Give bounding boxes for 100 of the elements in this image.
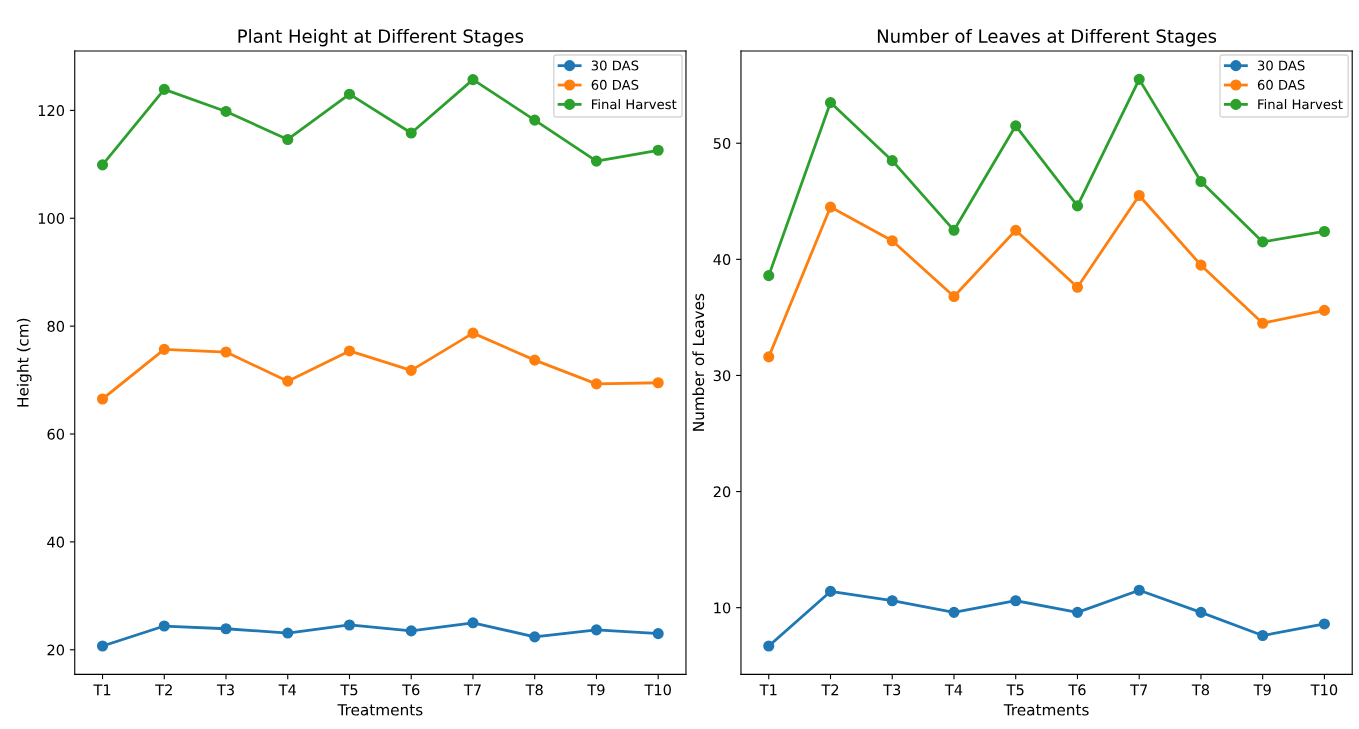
point [220,623,232,635]
point [1010,224,1022,236]
point [282,133,294,146]
y-tick-label: 50 [713,137,731,149]
point [590,378,603,390]
point [763,640,775,652]
y-tick-label: 30 [713,370,731,382]
point [652,144,664,156]
point [220,346,232,358]
y-axis-title: Number of Leaves [692,293,705,431]
point [824,585,837,597]
x-tick-label: T5 [1006,684,1024,696]
x-tick-label: T4 [278,684,297,696]
point [158,343,170,355]
x-tick-label: T2 [821,684,839,696]
y-tick-label: 20 [713,486,731,498]
point [1133,584,1145,596]
x-tick-label: T5 [340,684,358,696]
x-tick-label: T2 [155,684,172,696]
y-tick-label: 40 [713,254,731,266]
point [529,114,541,126]
y-axis-title: Height (cm) [16,318,32,407]
legend-label: Final Harvest [592,99,677,110]
point [529,631,541,643]
point [96,159,109,171]
point [158,83,170,95]
point [158,620,170,632]
point [948,606,960,618]
point [652,628,664,640]
point [763,351,775,363]
point [282,627,294,639]
point [529,354,541,366]
point [405,625,417,637]
point [1071,281,1084,293]
y-tick-label: 120 [38,105,65,117]
point [886,595,898,607]
point [405,127,417,139]
x-axis-title: Treatments [1003,704,1089,716]
chart-title: Number of Leaves at Different Stages [877,28,1217,47]
legend-label: 30 DAS [591,60,639,71]
point [886,155,898,167]
x-tick-label: T8 [525,684,543,696]
x-tick-label: T9 [587,684,605,696]
point [96,393,109,405]
x-axis-title: Treatments [337,704,423,716]
legend-label: 60 DAS [1257,79,1305,90]
legend-label: 60 DAS [591,79,639,90]
point [1195,259,1207,271]
point [1071,200,1084,212]
point [948,224,960,236]
x-tick-label: T6 [1068,684,1086,696]
point [1257,629,1269,642]
point [467,327,479,339]
y-tick-label: 20 [47,644,65,656]
point [282,375,294,387]
x-tick-label: T9 [1253,684,1271,696]
x-tick-label: T6 [402,684,420,696]
point [1257,236,1269,248]
point [1071,606,1084,618]
point [1318,618,1330,630]
point [1133,73,1145,85]
y-tick-label: 100 [38,212,65,224]
point [763,270,775,282]
x-tick-label: T3 [216,684,234,696]
point [220,105,232,118]
y-tick-label: 60 [47,428,65,440]
point [467,617,479,629]
point [824,97,837,109]
legend-label: Final Harvest [1258,99,1343,110]
x-tick-label: T7 [463,684,481,696]
point [1257,317,1269,329]
x-tick-label: T10 [1310,684,1338,696]
point [343,88,356,100]
point [343,345,356,357]
y-tick-label: 80 [47,320,65,332]
x-tick-label: T8 [1191,684,1210,696]
y-tick-label: 40 [47,536,65,548]
point [948,290,960,303]
point [590,624,603,636]
x-tick-label: T10 [644,684,671,696]
point [652,377,664,389]
y-tick-label: 10 [714,602,731,614]
point [1010,595,1022,607]
x-tick-label: T4 [944,684,963,696]
x-tick-label: T7 [1130,684,1148,696]
point [1318,225,1330,238]
x-tick-label: T3 [883,684,901,696]
point [590,155,603,167]
point [405,364,417,376]
point [1195,606,1207,618]
legend-label: 30 DAS [1257,60,1305,71]
point [1010,120,1022,132]
x-tick-label: T1 [93,684,111,696]
point [96,640,109,652]
point [1318,304,1330,316]
point [343,619,356,631]
point [824,201,837,213]
point [1133,189,1145,202]
point [467,74,479,86]
point [1195,175,1207,188]
